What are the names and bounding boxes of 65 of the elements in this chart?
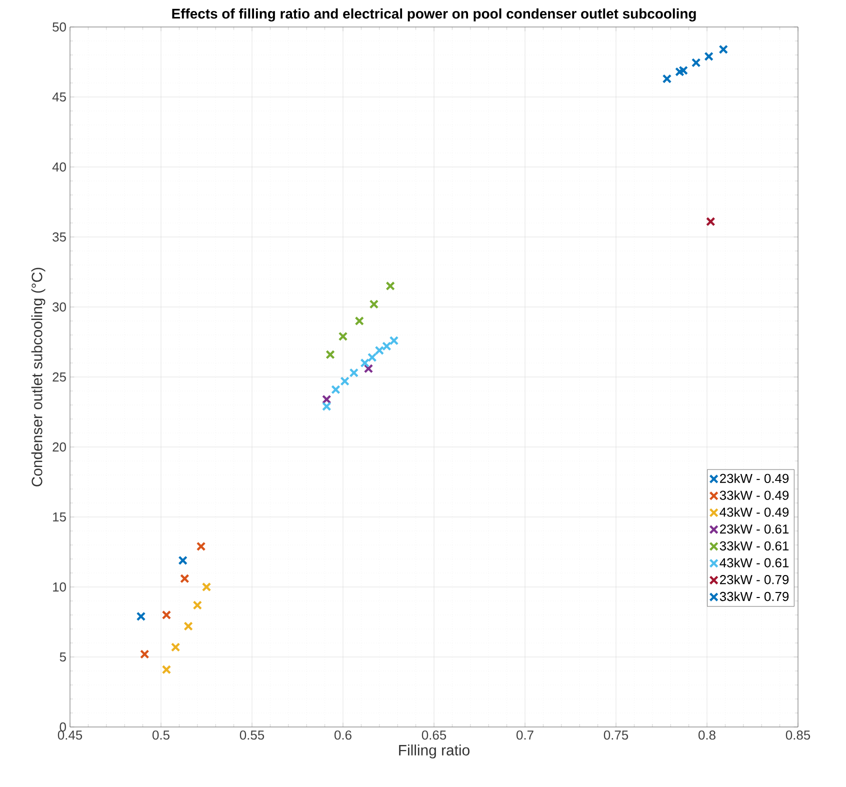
point [354, 316, 364, 326]
x-tick-label: 0.55 [240, 730, 264, 740]
x-tick-label: 0.85 [786, 730, 810, 740]
point [326, 350, 335, 360]
point [367, 352, 377, 362]
point [386, 281, 395, 291]
y-tick-label: 5 [60, 652, 66, 662]
point [338, 332, 348, 342]
y-tick-label: 10 [53, 582, 66, 592]
point [192, 600, 202, 610]
x-tick-label: 0.6 [334, 730, 352, 740]
point [340, 376, 350, 386]
point [678, 66, 688, 76]
y-tick-label: 30 [52, 302, 66, 312]
point [349, 368, 359, 378]
point [331, 384, 340, 394]
point [140, 650, 150, 659]
point [162, 664, 172, 674]
legend-label: 43kW - 0.49 [720, 507, 789, 517]
point [662, 74, 672, 84]
y-tick-label: 25 [52, 372, 66, 382]
point [136, 612, 146, 622]
y-tick-label: 45 [52, 92, 66, 102]
point [322, 402, 332, 412]
point [704, 52, 714, 62]
y-tick-label: 20 [52, 442, 66, 452]
point [170, 642, 180, 652]
legend-label: 23kW - 0.79 [720, 574, 789, 584]
point [178, 556, 188, 566]
point [389, 336, 399, 346]
point [360, 358, 370, 368]
point [202, 582, 212, 592]
legend-label: 23kW - 0.49 [720, 474, 789, 484]
point [706, 216, 716, 226]
point [180, 574, 190, 584]
point [675, 67, 684, 76]
point [322, 394, 332, 404]
point [364, 364, 374, 374]
legend-label: 33kW - 0.49 [720, 490, 789, 500]
point [162, 610, 172, 620]
point [718, 44, 728, 54]
y-tick-label: 50 [52, 22, 66, 32]
y-tick-label: 0 [60, 722, 66, 732]
legend-label: 43kW - 0.61 [720, 558, 789, 568]
x-tick-label: 0.7 [516, 730, 534, 740]
x-tick-label: 0.65 [422, 730, 446, 740]
y-tick-label: 35 [52, 232, 66, 242]
point [691, 58, 701, 68]
x-tick-label: 0.75 [604, 730, 628, 740]
x-tick-label: 0.45 [58, 730, 82, 740]
point [374, 346, 384, 356]
chart-title: Effects of filling ratio and electrical power on pool condenser outlet subcooling [172, 8, 696, 22]
point [369, 300, 379, 309]
x-tick-label: 0.8 [698, 730, 716, 740]
legend-label: 23kW - 0.61 [720, 524, 789, 534]
y-tick-label: 40 [52, 162, 66, 172]
point [382, 342, 392, 351]
point [196, 542, 206, 552]
point [184, 622, 193, 631]
legend-label: 33kW - 0.79 [720, 592, 789, 602]
x-axis-title: Filling ratio [399, 744, 470, 758]
x-tick-label: 0.5 [152, 730, 170, 740]
legend-label: 33kW - 0.61 [720, 540, 789, 550]
y-axis-title: Condenser outlet subcooling (°C) [31, 268, 46, 486]
y-tick-label: 15 [53, 512, 66, 522]
